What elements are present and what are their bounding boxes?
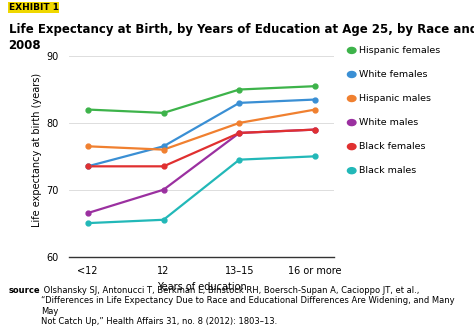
Text: EXHIBIT 1: EXHIBIT 1 bbox=[9, 3, 58, 12]
Text: Black males: Black males bbox=[359, 166, 417, 175]
Y-axis label: Life expectancy at birth (years): Life expectancy at birth (years) bbox=[32, 72, 43, 227]
Text: White males: White males bbox=[359, 118, 419, 127]
Text: White females: White females bbox=[359, 70, 428, 79]
X-axis label: Years of education: Years of education bbox=[156, 282, 246, 292]
Text: source: source bbox=[9, 286, 40, 295]
Text: Hispanic males: Hispanic males bbox=[359, 94, 431, 103]
Text: Olshansky SJ, Antonucci T, Berkman L, Binstock RH, Boersch-Supan A, Cacioppo JT,: Olshansky SJ, Antonucci T, Berkman L, Bi… bbox=[41, 286, 455, 326]
Text: Black females: Black females bbox=[359, 142, 426, 151]
Text: Life Expectancy at Birth, by Years of Education at Age 25, by Race and Gender,
2: Life Expectancy at Birth, by Years of Ed… bbox=[9, 23, 474, 52]
Text: Hispanic females: Hispanic females bbox=[359, 46, 440, 55]
